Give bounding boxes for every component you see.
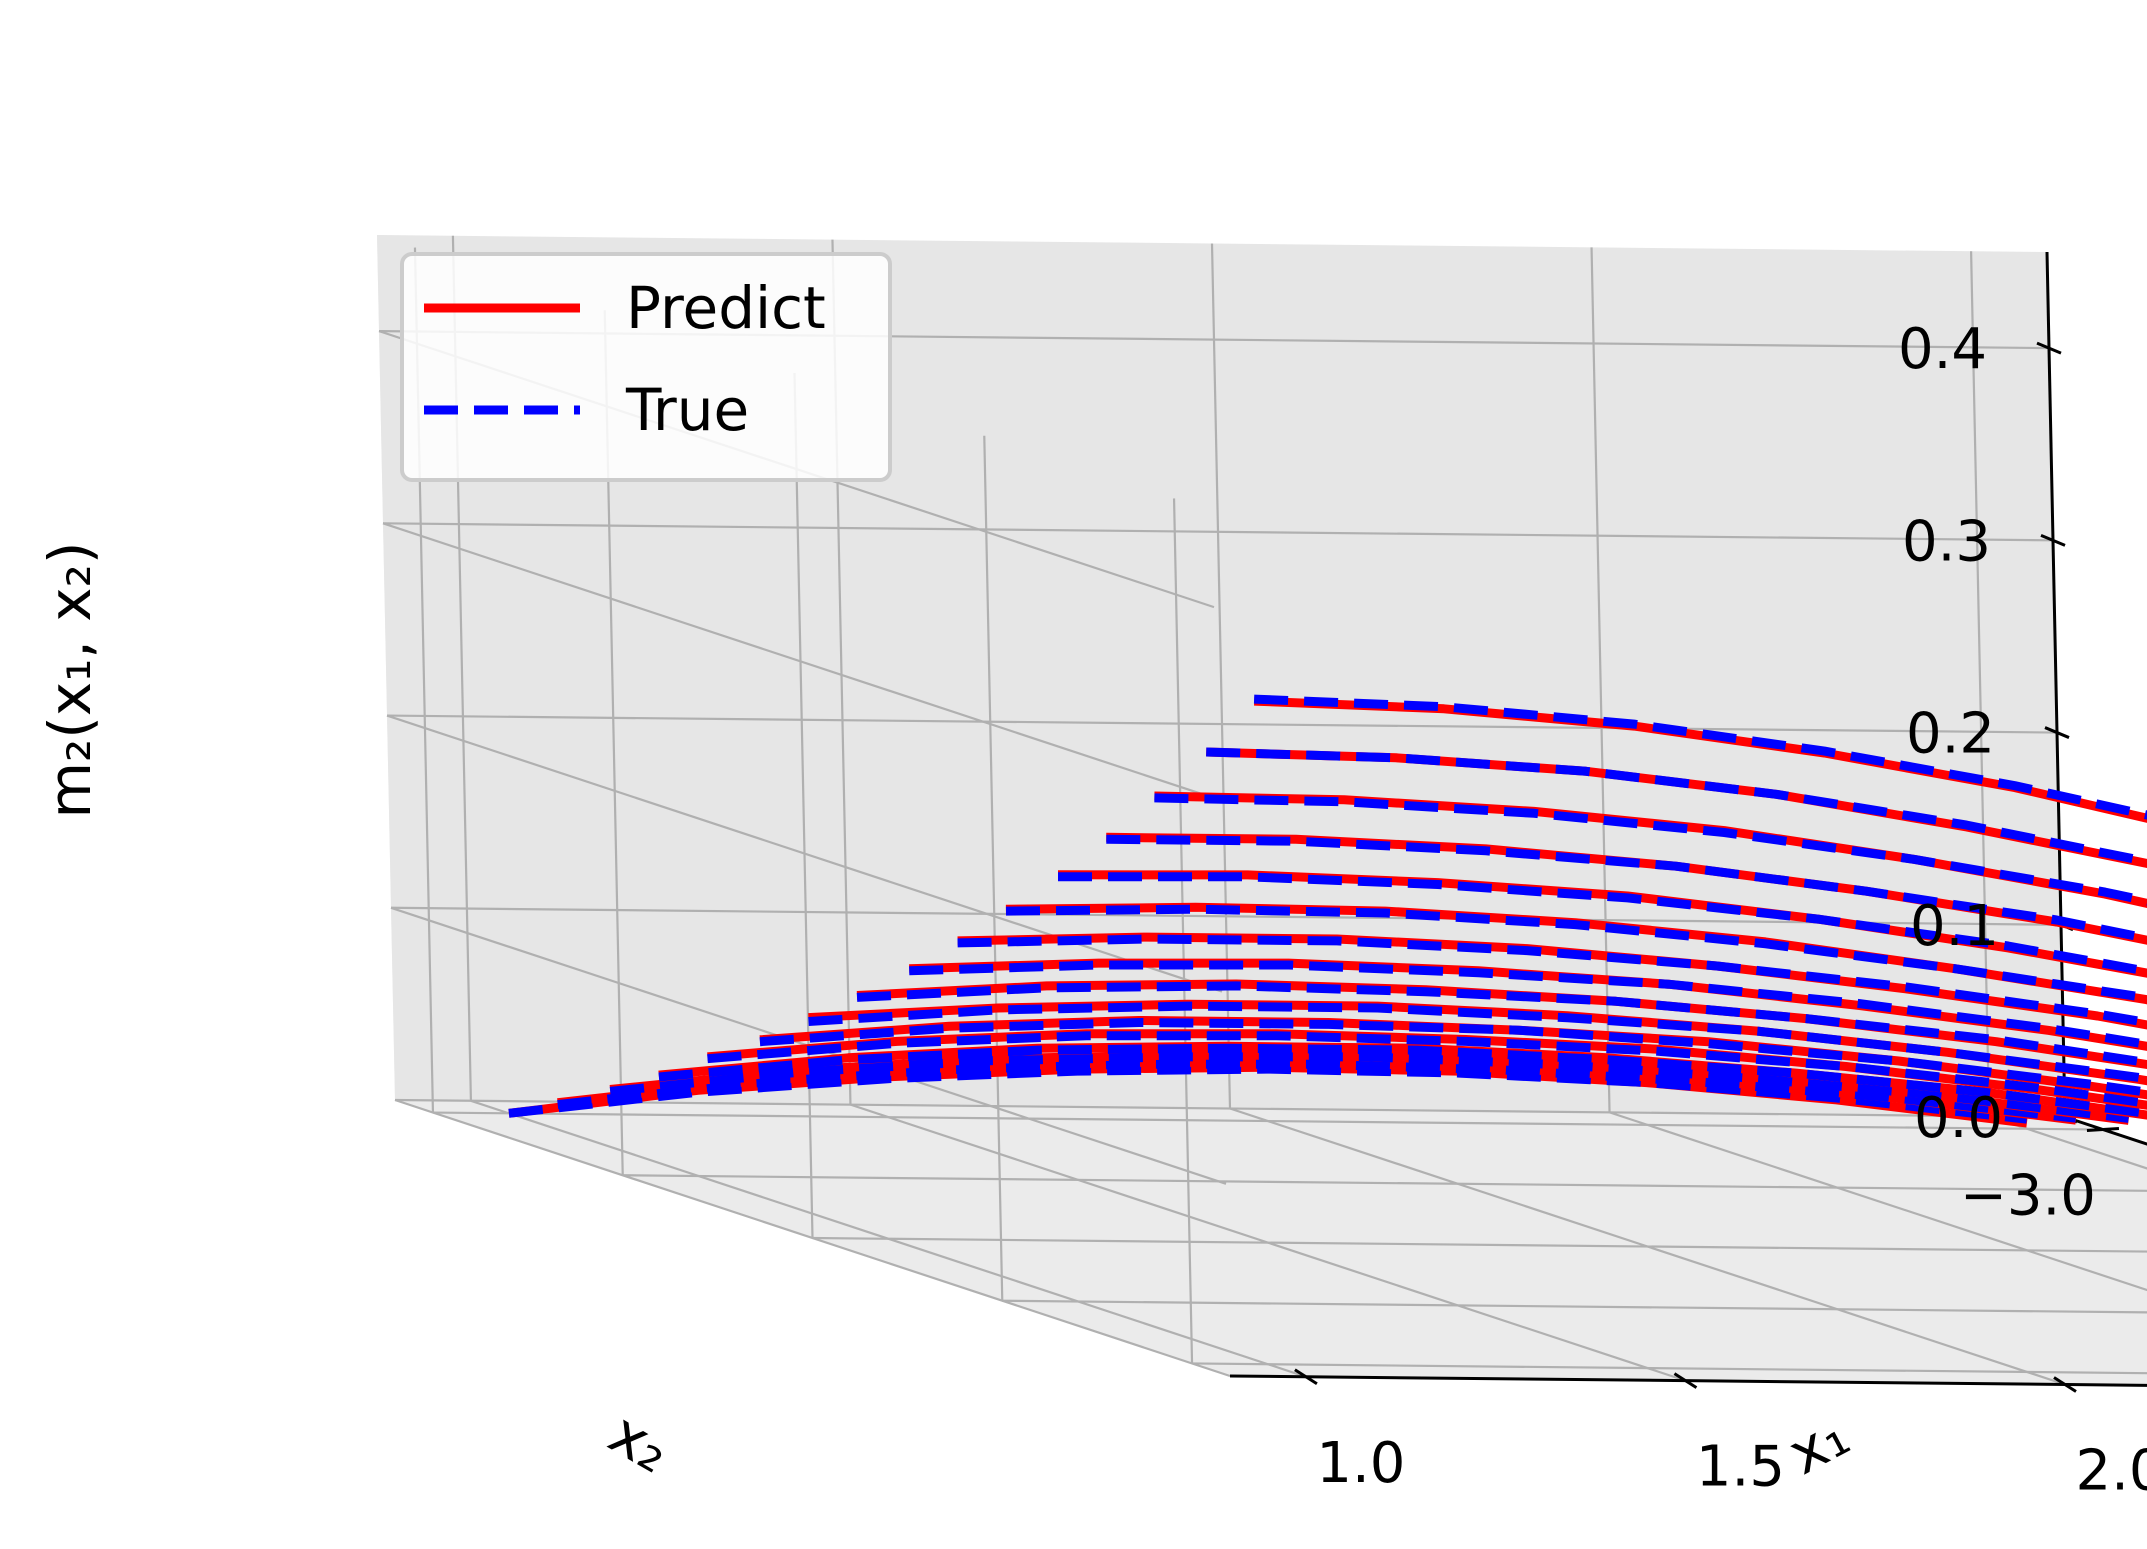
grid-wall-y: [983, 435, 1004, 1301]
grid-floor-y: [622, 1174, 2147, 1192]
grid-wall-z: [390, 906, 2062, 926]
grid-floor-y: [1002, 1299, 2147, 1314]
grid-floor-y: [432, 1111, 2103, 1131]
grid-wall-z: [386, 714, 2058, 734]
curve-true: [1106, 834, 2147, 943]
x-tick-label: 1.0: [1316, 1431, 1405, 1496]
curve-true: [1253, 694, 2147, 820]
z-tick: [2036, 341, 2062, 355]
z-tick: [2044, 726, 2070, 739]
grid-wall-y: [793, 372, 814, 1239]
z-tick-label: 0.3: [1902, 509, 1991, 574]
grid-wall-z: [382, 522, 2054, 542]
curve-true: [1154, 793, 2147, 906]
grid-wall-z: [382, 522, 1219, 801]
z-tick-label: 0.0: [1914, 1086, 2003, 1151]
curve-true: [957, 934, 2147, 1028]
z-tick-label: 0.4: [1898, 317, 1987, 382]
curve-true: [658, 1043, 2147, 1118]
x-tick: [1673, 1372, 1698, 1389]
grid-lines: [378, 235, 2147, 1386]
z-tick: [2040, 533, 2066, 547]
tick-labels: 1.01.52.02.53.0−3.0−2.5−2.0−1.5−1.00.00.…: [1316, 317, 2147, 1504]
grid-wall-y: [1172, 498, 1194, 1364]
curve-true: [1206, 747, 2147, 867]
grid-wall-x: [1590, 247, 1611, 1113]
grid-wall-z: [386, 714, 1223, 993]
curve-true: [1005, 904, 2147, 1003]
curve-true: [808, 1001, 2147, 1084]
curve-true: [1058, 872, 2147, 976]
grid-wall-z: [394, 1098, 2066, 1119]
x-axis-label: x₁: [1777, 1401, 1860, 1488]
pane-floor: [395, 1100, 2147, 1386]
y-axis-label: x₂: [598, 1399, 682, 1487]
curve-true: [508, 1064, 2028, 1124]
grid-floor-y: [812, 1236, 2147, 1253]
z-tick-label: 0.1: [1910, 894, 1999, 959]
y-tick-label: −3.0: [1960, 1164, 2096, 1229]
grid-wall-z: [394, 1098, 1231, 1378]
y-tick: [2086, 1127, 2120, 1133]
z-tick-label: 0.2: [1906, 702, 1995, 767]
curve-true: [856, 981, 2147, 1068]
curve-true: [557, 1059, 2077, 1123]
x-tick-label: 2.0: [2075, 1439, 2147, 1504]
legend-label-true: True: [625, 376, 749, 444]
legend-label-predict: Predict: [626, 274, 826, 342]
x-tick-label: 1.5: [1696, 1435, 1785, 1500]
curve-true: [707, 1031, 2147, 1108]
grid-floor-x: [1988, 1115, 2147, 1170]
curve-true: [909, 960, 2147, 1049]
z-axis-label: m₂(x₁, x₂): [36, 541, 104, 818]
z-axis-line: [2045, 251, 2067, 1118]
curve-true: [759, 1018, 2147, 1097]
legend: Predict True: [400, 252, 892, 482]
grid-floor-y: [1192, 1362, 2147, 1375]
x-tick: [1294, 1368, 1318, 1386]
curves: [508, 694, 2147, 1128]
curve-true: [609, 1052, 2130, 1123]
x-tick: [2053, 1376, 2077, 1393]
